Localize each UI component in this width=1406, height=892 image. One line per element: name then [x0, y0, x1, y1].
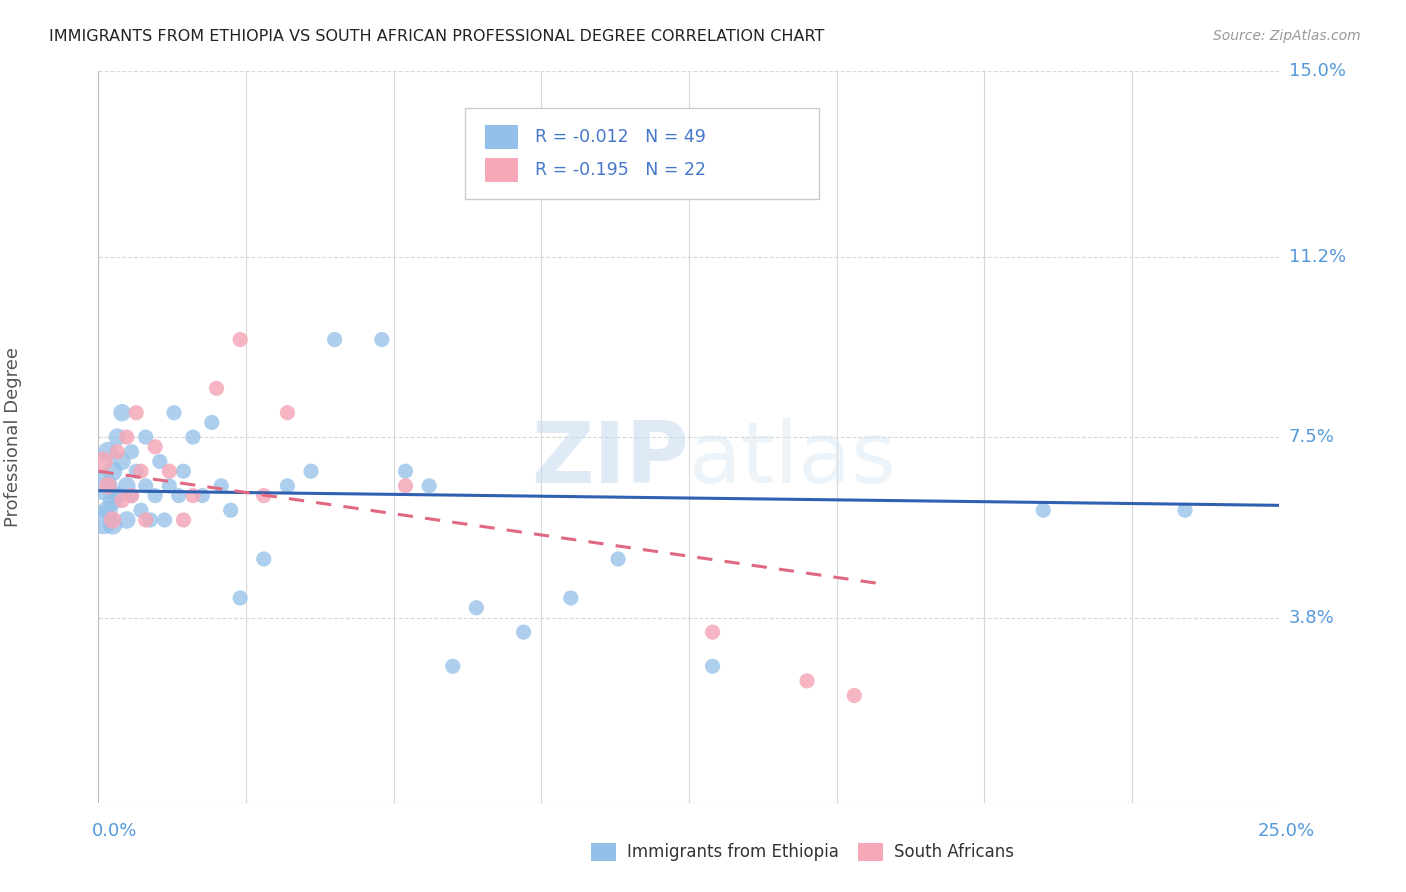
Point — [91, 454, 114, 468]
Point — [844, 689, 866, 703]
Point — [111, 493, 134, 508]
Point — [394, 479, 416, 493]
Point — [219, 503, 242, 517]
Point — [101, 513, 124, 527]
Text: 15.0%: 15.0% — [1289, 62, 1346, 80]
Point — [276, 406, 298, 420]
Text: 11.2%: 11.2% — [1289, 248, 1346, 266]
Point — [157, 464, 180, 478]
Point — [125, 406, 148, 420]
Point — [299, 464, 322, 478]
Text: atlas: atlas — [689, 417, 897, 500]
Point — [143, 489, 166, 503]
Point — [111, 454, 134, 468]
FancyBboxPatch shape — [485, 126, 517, 149]
Text: IMMIGRANTS FROM ETHIOPIA VS SOUTH AFRICAN PROFESSIONAL DEGREE CORRELATION CHART: IMMIGRANTS FROM ETHIOPIA VS SOUTH AFRICA… — [49, 29, 824, 44]
Point — [229, 591, 252, 605]
Point — [253, 552, 276, 566]
Point — [121, 489, 143, 503]
Point — [115, 430, 138, 444]
FancyBboxPatch shape — [464, 108, 818, 200]
Point — [105, 489, 128, 503]
Point — [209, 479, 232, 493]
FancyBboxPatch shape — [485, 159, 517, 182]
Point — [229, 333, 252, 347]
Point — [560, 591, 582, 605]
Point — [181, 489, 204, 503]
Point — [101, 517, 124, 532]
Point — [153, 513, 176, 527]
Point — [371, 333, 394, 347]
Point — [97, 444, 120, 458]
Point — [172, 464, 194, 478]
Text: R = -0.195   N = 22: R = -0.195 N = 22 — [536, 161, 706, 179]
Point — [1174, 503, 1197, 517]
Point — [121, 489, 143, 503]
Point — [394, 464, 416, 478]
Point — [191, 489, 214, 503]
Point — [143, 440, 166, 454]
Text: Source: ZipAtlas.com: Source: ZipAtlas.com — [1213, 29, 1361, 43]
Point — [796, 673, 818, 688]
Point — [253, 489, 276, 503]
Text: ZIP: ZIP — [531, 417, 689, 500]
Point — [91, 479, 114, 493]
Point — [607, 552, 630, 566]
Point — [135, 513, 157, 527]
Point — [512, 625, 534, 640]
Text: 25.0%: 25.0% — [1257, 822, 1315, 840]
Point — [111, 406, 134, 420]
Point — [654, 128, 676, 142]
Point — [97, 503, 120, 517]
Point — [441, 659, 464, 673]
Point — [125, 464, 148, 478]
Text: Professional Degree: Professional Degree — [4, 347, 22, 527]
Text: R = -0.012   N = 49: R = -0.012 N = 49 — [536, 128, 706, 146]
Point — [101, 464, 124, 478]
Point — [121, 444, 143, 458]
Point — [135, 479, 157, 493]
Point — [91, 513, 114, 527]
Point — [323, 333, 346, 347]
Point — [702, 625, 724, 640]
Text: Immigrants from Ethiopia: Immigrants from Ethiopia — [627, 843, 839, 861]
Point — [139, 513, 162, 527]
Point — [115, 513, 138, 527]
Point — [205, 381, 228, 395]
Point — [465, 600, 488, 615]
Text: South Africans: South Africans — [894, 843, 1014, 861]
Point — [129, 464, 152, 478]
Point — [1032, 503, 1054, 517]
Text: 7.5%: 7.5% — [1289, 428, 1334, 446]
Point — [105, 444, 128, 458]
Point — [97, 479, 120, 493]
Point — [149, 454, 172, 468]
Point — [702, 659, 724, 673]
Point — [163, 406, 186, 420]
Point — [276, 479, 298, 493]
Point — [181, 430, 204, 444]
Point — [172, 513, 194, 527]
Point — [418, 479, 440, 493]
Point — [201, 416, 224, 430]
Point — [135, 430, 157, 444]
Point — [115, 479, 138, 493]
Point — [167, 489, 190, 503]
Point — [101, 493, 124, 508]
Point — [129, 503, 152, 517]
Point — [157, 479, 180, 493]
Text: 3.8%: 3.8% — [1289, 608, 1334, 626]
Point — [105, 430, 128, 444]
Text: 0.0%: 0.0% — [91, 822, 136, 840]
